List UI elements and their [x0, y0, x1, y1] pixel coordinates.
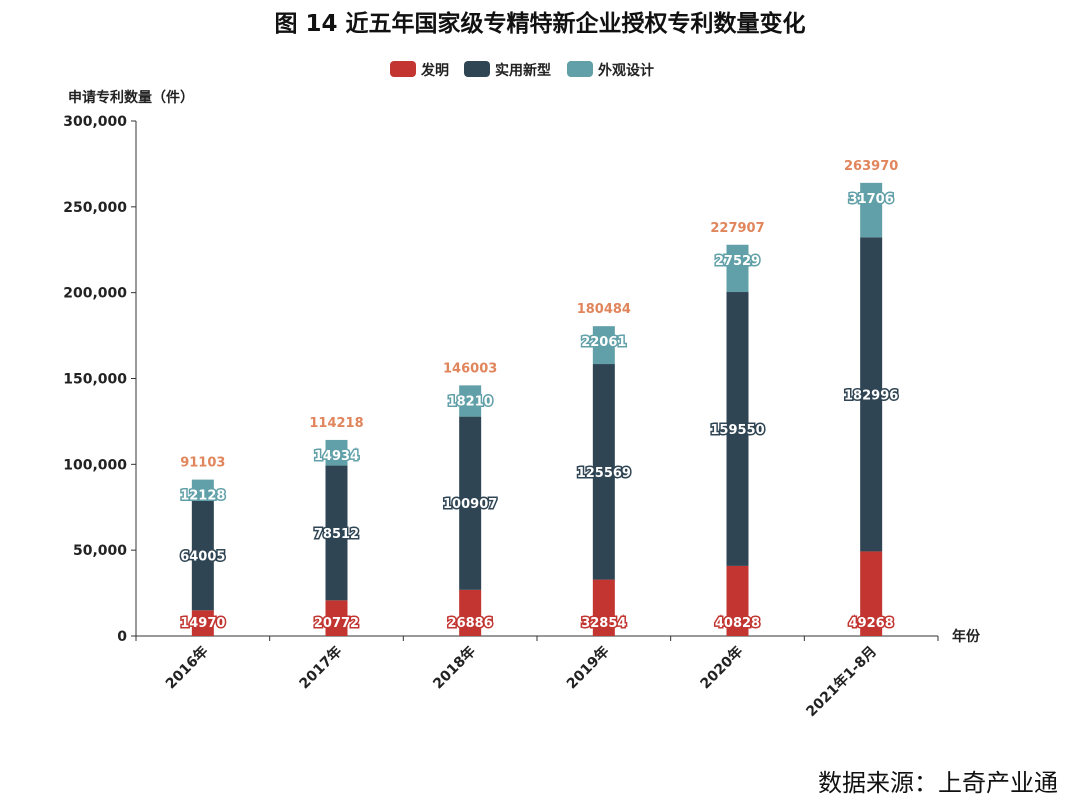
bar-0	[191, 610, 214, 636]
legend-swatch-0	[390, 61, 416, 77]
x-tick-label: 2018年	[430, 643, 479, 692]
data-label: 26886	[448, 616, 493, 631]
data-label: 32854	[581, 616, 626, 631]
bar-0	[726, 565, 749, 636]
bar-0	[592, 579, 615, 636]
bar-0	[325, 600, 348, 636]
y-tick-label: 150,000	[63, 372, 127, 388]
data-label: 31706	[849, 192, 894, 207]
bar-1	[325, 465, 348, 601]
bar-1	[191, 500, 214, 611]
total-label: 146003	[443, 361, 497, 376]
y-tick-label: 100,000	[63, 457, 127, 473]
total-label: 263970	[844, 159, 898, 174]
data-label: 18210	[448, 394, 493, 409]
bar-1	[592, 364, 615, 580]
y-tick-label: 200,000	[63, 286, 127, 302]
data-label: 40828	[715, 616, 760, 631]
data-label: 64005	[180, 549, 225, 564]
data-label: 12128	[180, 489, 225, 504]
legend-swatch-2	[567, 61, 593, 77]
legend-label-1: 实用新型	[495, 62, 551, 79]
x-tick-label: 2016年	[162, 643, 211, 692]
legend-label-2: 外观设计	[598, 62, 654, 79]
bar-1	[860, 237, 883, 552]
data-label: 100907	[443, 497, 497, 512]
bar-2	[860, 182, 883, 238]
data-source: 数据来源：上奇产业通	[818, 769, 1058, 797]
data-label: 22061	[581, 335, 626, 350]
total-label: 227907	[710, 221, 764, 236]
bar-2	[191, 479, 214, 501]
bar-1	[726, 292, 749, 566]
data-label: 20772	[314, 616, 359, 631]
bar-0	[860, 551, 883, 636]
y-tick-label: 250,000	[63, 200, 127, 216]
data-label: 14970	[180, 616, 225, 631]
x-tick-label: 2019年	[563, 643, 612, 692]
bar-0	[459, 589, 482, 636]
x-axis-label: 年份	[952, 628, 981, 645]
y-tick-label: 0	[117, 629, 127, 645]
total-label: 91103	[180, 456, 225, 471]
legend-label-0: 发明	[420, 62, 449, 79]
data-label: 182996	[844, 388, 898, 403]
y-tick-label: 300,000	[63, 114, 127, 130]
data-label: 125569	[577, 466, 631, 481]
data-label: 14934	[314, 449, 359, 464]
total-label: 180484	[577, 302, 631, 317]
data-label: 27529	[715, 254, 760, 269]
bar-1	[459, 416, 482, 590]
x-tick-label: 2017年	[296, 643, 345, 692]
bar-2	[325, 439, 348, 466]
data-label: 159550	[710, 423, 764, 438]
bar-2	[726, 244, 749, 293]
y-axis-label: 申请专利数量（件）	[68, 89, 194, 106]
x-tick-label: 2020年	[697, 643, 746, 692]
x-tick-label: 2021年1-8月	[803, 643, 880, 720]
total-label: 114218	[309, 416, 363, 431]
legend-swatch-1	[464, 61, 490, 77]
data-label: 78512	[314, 527, 359, 542]
bar-2	[592, 326, 615, 365]
y-tick-label: 50,000	[73, 543, 127, 559]
data-label: 49268	[849, 616, 894, 631]
bar-2	[459, 385, 482, 417]
chart-title: 图 14 近五年国家级专精特新企业授权专利数量变化	[274, 11, 806, 37]
